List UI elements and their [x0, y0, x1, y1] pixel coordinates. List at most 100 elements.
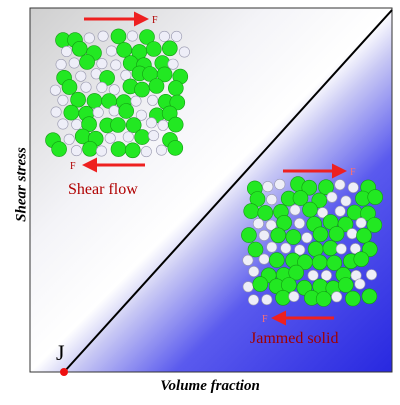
large-particle [168, 80, 184, 96]
shear-flow-label: Shear flow [68, 181, 138, 198]
small-particle [148, 130, 160, 142]
small-particle [248, 294, 260, 306]
small-particle [258, 253, 270, 265]
small-particle [258, 229, 270, 241]
large-particle [79, 54, 95, 70]
small-particle [106, 45, 118, 57]
small-particle [110, 59, 122, 71]
large-particle [302, 201, 318, 218]
large-particle [99, 70, 115, 86]
large-particle [134, 81, 150, 98]
jamming-boundary-line [63, 9, 393, 373]
large-particle [361, 241, 378, 257]
small-particle [135, 109, 147, 121]
small-particle [265, 219, 277, 231]
large-particle [148, 78, 165, 94]
large-particle [345, 290, 361, 307]
small-particle [108, 105, 120, 117]
large-particle [285, 229, 302, 245]
small-particle [63, 133, 75, 145]
large-particle [116, 42, 132, 58]
small-particle [293, 217, 305, 229]
small-particle [71, 119, 83, 131]
small-particle [55, 58, 67, 70]
large-particle [328, 226, 345, 242]
plot-frame [29, 7, 393, 373]
small-particle [156, 144, 168, 156]
large-particle [257, 205, 274, 221]
large-particle [156, 66, 173, 83]
small-particle [262, 181, 274, 193]
large-particle [61, 79, 78, 95]
large-particle [322, 240, 339, 256]
large-particle [110, 28, 127, 45]
small-particle [334, 205, 346, 217]
large-particle [366, 217, 383, 233]
small-particle [320, 269, 332, 281]
large-particle [86, 93, 103, 109]
small-particle [145, 117, 157, 129]
large-particle [249, 191, 266, 207]
large-particle [169, 94, 186, 111]
small-particle [349, 243, 361, 255]
small-particle [130, 95, 142, 107]
large-particle [139, 29, 155, 45]
large-particle [367, 189, 384, 205]
small-particle [248, 265, 260, 277]
small-particle [108, 84, 120, 96]
small-particle [354, 278, 366, 290]
large-particle [353, 251, 370, 268]
large-particle [252, 276, 269, 292]
large-particle [275, 289, 291, 306]
small-particle [340, 195, 352, 207]
small-particle [68, 57, 80, 69]
small-particle [317, 207, 329, 219]
small-particle [122, 131, 134, 143]
large-particle [241, 227, 257, 243]
small-particle [355, 217, 367, 229]
large-particle [326, 255, 343, 271]
small-particle [147, 94, 159, 106]
large-particle [162, 40, 178, 57]
small-particle [97, 30, 109, 42]
jammed-solid-label: Jammed solid [250, 330, 338, 347]
large-particle [268, 252, 285, 268]
solid-force-label-top: F [350, 167, 356, 178]
jamming-point-marker [60, 368, 68, 376]
large-particle [110, 117, 126, 133]
large-particle [134, 129, 150, 145]
large-particle [243, 203, 259, 219]
large-particle [301, 179, 318, 196]
small-particle [301, 232, 313, 244]
large-particle [307, 241, 324, 257]
large-particle [247, 241, 264, 258]
small-particle [266, 194, 278, 206]
small-particle [365, 269, 377, 281]
shear-flow-packing [45, 28, 190, 159]
small-particle [157, 119, 169, 131]
small-particle [261, 294, 273, 306]
small-particle [83, 32, 95, 44]
small-particle [126, 30, 138, 42]
small-particle [242, 254, 254, 266]
large-particle [81, 116, 97, 132]
small-particle [57, 118, 69, 130]
large-particle [288, 264, 305, 281]
large-particle [70, 91, 86, 108]
small-particle [326, 191, 338, 203]
small-particle [178, 46, 190, 58]
small-particle [75, 70, 87, 82]
small-particle [347, 182, 359, 194]
small-particle [346, 228, 358, 240]
large-particle [292, 190, 309, 206]
large-particle [311, 254, 328, 271]
large-particle [281, 277, 297, 293]
y-axis-title: Shear stress [13, 147, 30, 222]
small-particle [50, 106, 62, 118]
small-particle [80, 81, 92, 93]
large-particle [125, 117, 142, 133]
small-particle [307, 269, 319, 281]
large-particle [361, 288, 378, 305]
small-particle [167, 58, 179, 70]
